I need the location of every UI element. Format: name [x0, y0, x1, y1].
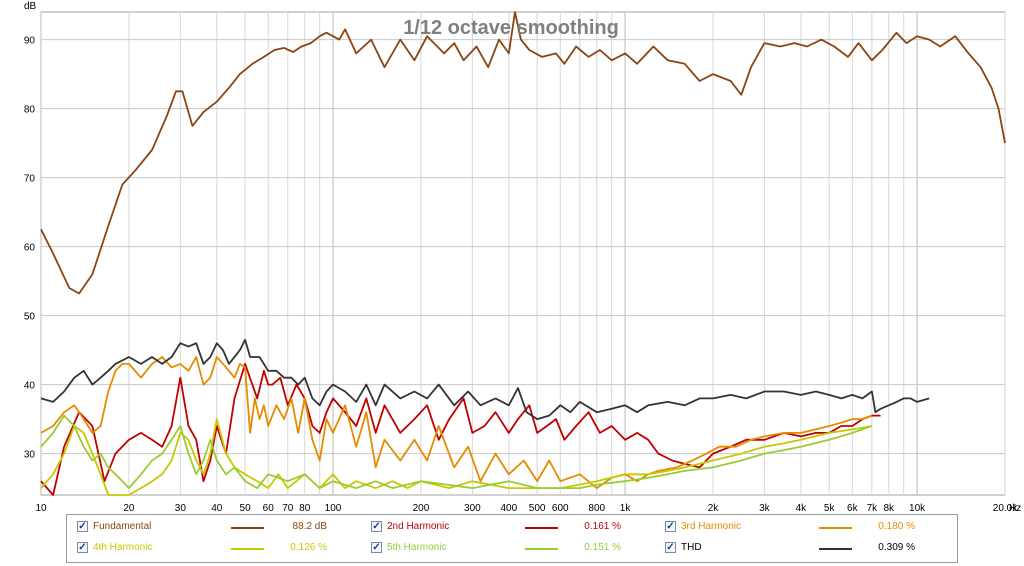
x-tick-label: 70 [282, 503, 294, 514]
legend-item-5th-harmonic: ✓ 5th Harmonic 0.151 % [371, 541, 661, 557]
legend-series-value: 0.309 % [878, 542, 915, 553]
x-tick-label: 3k [759, 503, 771, 514]
x-tick-label: 50 [240, 503, 252, 514]
x-tick-label: 40 [211, 503, 223, 514]
x-unit-label: Hz [1009, 503, 1021, 514]
x-tick-label: 60 [263, 503, 275, 514]
legend-item-thd: ✓ THD 0.309 % [665, 541, 955, 557]
legend-series-name: 4th Harmonic [93, 542, 153, 553]
x-tick-label: 400 [501, 503, 518, 514]
x-tick-label: 5k [824, 503, 836, 514]
y-tick-label: 40 [24, 381, 36, 392]
x-tick-label: 6k [847, 503, 859, 514]
y-tick-label: 70 [24, 174, 36, 185]
x-tick-label: 8k [884, 503, 896, 514]
x-tick-label: 20.0k [993, 503, 1018, 514]
x-tick-label: 1k [620, 503, 632, 514]
legend-series-name: Fundamental [93, 521, 152, 532]
legend-swatch [819, 548, 852, 550]
x-tick-label: 30 [175, 503, 187, 514]
legend-series-name: 2nd Harmonic [387, 521, 450, 532]
x-tick-label: 800 [588, 503, 605, 514]
y-tick-label: 30 [24, 450, 36, 461]
series-lines [40, 11, 1006, 496]
x-tick-label: 2k [708, 503, 720, 514]
series-line-fundamental [40, 11, 1006, 295]
grid-lines [40, 12, 1006, 495]
y-tick-label: 60 [24, 243, 36, 254]
legend-checkbox[interactable]: ✓ [665, 542, 676, 553]
legend-swatch [819, 527, 852, 529]
legend-item-fundamental: ✓ Fundamental 88.2 dB [77, 520, 367, 536]
legend-item-3rd-harmonic: ✓ 3rd Harmonic 0.180 % [665, 520, 955, 536]
legend-checkbox[interactable]: ✓ [77, 542, 88, 553]
legend-series-value: 88.2 dB [292, 521, 327, 532]
y-tick-label: 90 [24, 36, 36, 47]
tick-labels: 10 20 30 40 50 60 70 80 100 200 300 400 500 600 800 1k 2… [24, 36, 1021, 514]
x-tick-label: 10 [35, 503, 47, 514]
chart-title: 1/12 octave smoothing [403, 17, 619, 39]
x-tick-label: 100 [325, 503, 342, 514]
legend-swatch [525, 548, 558, 550]
legend-swatch [525, 527, 558, 529]
legend-checkbox[interactable]: ✓ [665, 521, 676, 532]
legend-series-name: 3rd Harmonic [681, 521, 742, 532]
legend-series-name: THD [681, 542, 702, 553]
legend-series-value: 0.161 % [584, 521, 621, 532]
x-tick-label: 500 [529, 503, 546, 514]
series-line-2nd-harmonic [40, 363, 881, 496]
x-tick-label: 200 [413, 503, 430, 514]
legend-swatch [231, 548, 264, 550]
x-tick-label: 300 [464, 503, 481, 514]
legend-item-4th-harmonic: ✓ 4th Harmonic 0.126 % [77, 541, 367, 557]
legend-item-2nd-harmonic: ✓ 2nd Harmonic 0.161 % [371, 520, 661, 536]
x-tick-label: 10k [909, 503, 926, 514]
series-line-thd [40, 338, 930, 420]
legend-swatch [231, 527, 264, 529]
y-tick-label: 80 [24, 105, 36, 116]
x-tick-label: 600 [552, 503, 569, 514]
legend-checkbox[interactable]: ✓ [371, 521, 382, 532]
y-tick-label: 50 [24, 312, 36, 323]
y-axis-label: dB [24, 1, 37, 12]
legend-checkbox[interactable]: ✓ [371, 542, 382, 553]
x-tick-label: 4k [796, 503, 808, 514]
legend-series-name: 5th Harmonic [387, 542, 447, 553]
plot-area [40, 11, 1006, 496]
legend-series-value: 0.126 % [290, 542, 327, 553]
series-line-5th-harmonic [40, 414, 873, 489]
legend-checkbox[interactable]: ✓ [77, 521, 88, 532]
legend: ✓ Fundamental 88.2 dB ✓ 2nd Harmonic 0.161 % ✓… [66, 514, 958, 563]
series-line-3rd-harmonic [40, 356, 873, 489]
x-tick-label: 80 [299, 503, 311, 514]
legend-series-value: 0.151 % [584, 542, 621, 553]
x-tick-label: 20 [123, 503, 135, 514]
x-tick-label: 7k [867, 503, 879, 514]
legend-series-value: 0.180 % [878, 521, 915, 532]
